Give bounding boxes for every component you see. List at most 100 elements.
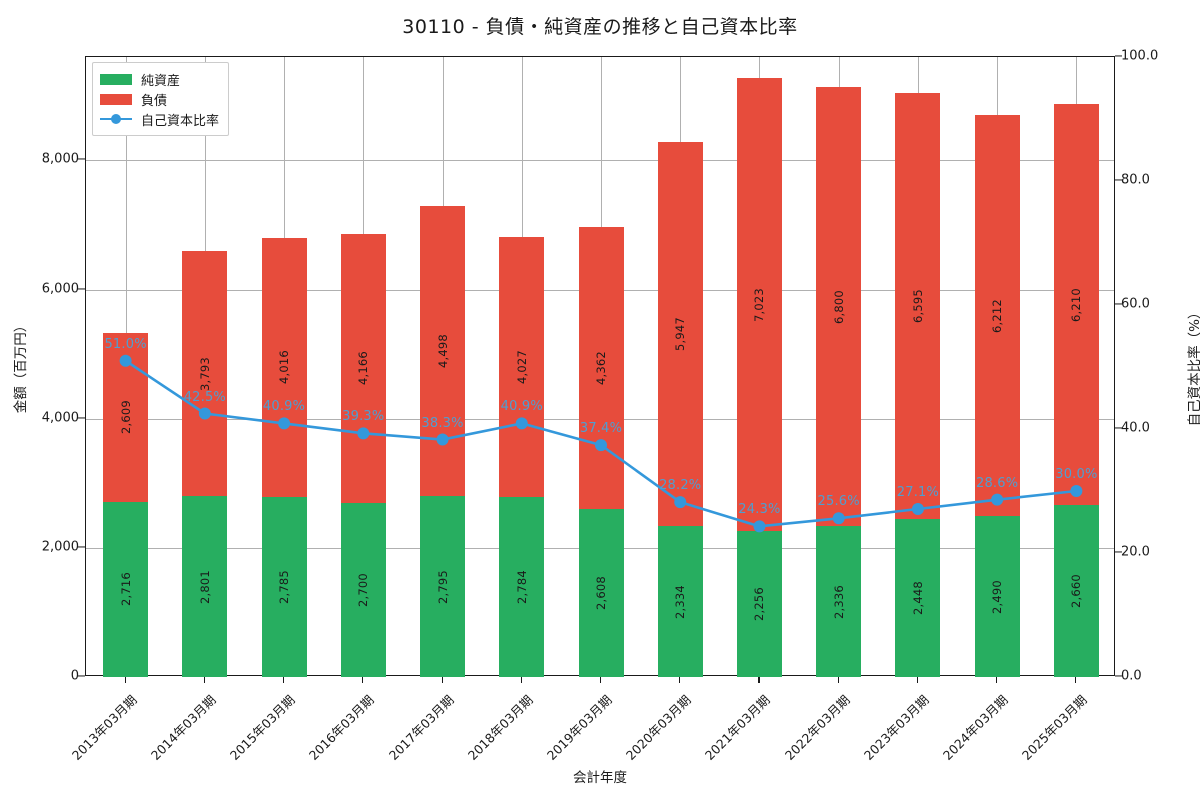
ratio-value-label: 37.4% — [579, 421, 623, 437]
y-axis-tick-right: 80.0 — [1121, 172, 1150, 188]
bar-segment-equity[interactable] — [816, 526, 862, 677]
legend-item[interactable]: 負債 — [100, 89, 219, 109]
bar-value-label-liabilities: 6,210 — [1069, 287, 1084, 322]
bar-value-label-equity: 2,256 — [752, 587, 767, 622]
x-axis-tick-label: 2019年03月期 — [543, 692, 615, 763]
bar-segment-equity[interactable] — [578, 508, 624, 677]
ratio-line-layer — [86, 57, 1114, 675]
ratio-data-point[interactable] — [515, 417, 528, 430]
legend-item[interactable]: 自己資本比率 — [100, 109, 219, 129]
bar-value-label-liabilities: 4,027 — [514, 350, 529, 385]
gridline-vertical — [204, 57, 206, 675]
bar-segment-equity[interactable] — [103, 501, 149, 677]
gridline-horizontal — [86, 289, 1114, 291]
y-axis-tick-mark-right — [1115, 55, 1122, 57]
y-axis-tick-left: 4,000 — [41, 410, 79, 426]
gridline-vertical — [442, 57, 444, 675]
x-axis-tick-mark — [758, 676, 760, 683]
x-axis-tick-label: 2017年03月期 — [385, 692, 457, 763]
ratio-value-label: 38.3% — [421, 415, 464, 431]
y-axis-tick-left: 2,000 — [41, 539, 79, 555]
bar-segment-liabilities[interactable] — [103, 333, 149, 502]
bar-value-label-equity: 2,784 — [514, 570, 529, 605]
bar-segment-equity[interactable] — [182, 496, 228, 677]
ratio-value-label: 40.9% — [262, 399, 306, 415]
bar-segment-equity[interactable] — [499, 497, 545, 677]
bar-segment-liabilities[interactable] — [816, 86, 862, 527]
bar-value-label-equity: 2,448 — [910, 580, 925, 615]
ratio-data-point[interactable] — [278, 417, 291, 430]
ratio-value-label: 51.0% — [104, 336, 147, 352]
y-axis-tick-mark-left — [78, 287, 85, 290]
y-axis-tick-mark-left — [78, 546, 85, 548]
bar-segment-liabilities[interactable] — [1053, 104, 1099, 506]
ratio-data-point[interactable] — [357, 427, 370, 440]
bar-segment-equity[interactable] — [895, 518, 941, 677]
data-labels-layer: 2,716 2,609 2,801 3,793 2,785 4,016 2,700 4,166… — [86, 57, 1114, 675]
ratio-line-path — [124, 359, 1077, 528]
ratio-data-point[interactable] — [674, 496, 687, 509]
gridline-vertical — [284, 57, 286, 675]
y-axis-tick-left: 6,000 — [41, 281, 79, 296]
x-axis-tick-mark — [441, 676, 443, 683]
x-axis-tick-mark — [362, 676, 364, 683]
bar-segment-equity[interactable] — [974, 516, 1020, 677]
x-axis-tick-label: 2025年03月期 — [1019, 692, 1091, 763]
gridline-vertical — [759, 57, 761, 675]
gridline-horizontal — [86, 418, 1114, 420]
y-axis-tick-mark-left — [78, 417, 85, 419]
y-axis-tick-right: 20.0 — [1121, 544, 1150, 560]
bar-segment-equity[interactable] — [736, 531, 782, 677]
legend-item[interactable]: 純資産 — [100, 69, 219, 89]
ratio-data-point[interactable] — [753, 520, 766, 533]
y-axis-tick-right: 60.0 — [1121, 296, 1150, 312]
ratio-data-point[interactable] — [198, 407, 211, 420]
bar-segment-liabilities[interactable] — [736, 77, 782, 532]
x-axis-tick-label: 2016年03月期 — [306, 692, 378, 763]
bar-value-label-equity: 2,490 — [990, 579, 1005, 614]
bar-value-label-liabilities: 4,016 — [277, 350, 292, 385]
bar-segment-liabilities[interactable] — [895, 92, 941, 519]
y-axis-label-right: 自己資本比率（%） — [1187, 305, 1200, 427]
x-axis-tick-mark — [124, 676, 126, 683]
bar-segment-liabilities[interactable] — [420, 205, 466, 497]
ratio-data-point[interactable] — [119, 354, 132, 367]
x-axis-tick-mark — [996, 676, 998, 683]
x-axis-tick-label: 2015年03月期 — [226, 692, 298, 763]
ratio-data-point[interactable] — [991, 493, 1004, 506]
bar-segment-equity[interactable] — [657, 526, 703, 677]
bar-segment-liabilities[interactable] — [499, 237, 545, 498]
ratio-value-label: 40.9% — [500, 399, 543, 415]
bar-value-label-equity: 2,785 — [277, 570, 292, 605]
bar-segment-equity[interactable] — [261, 497, 307, 677]
bar-segment-liabilities[interactable] — [974, 114, 1020, 517]
bar-segment-liabilities[interactable] — [261, 237, 307, 498]
bar-segment-liabilities[interactable] — [657, 142, 703, 527]
bar-segment-equity[interactable] — [1053, 505, 1099, 677]
bar-value-label-equity: 2,716 — [118, 572, 133, 607]
bar-value-label-liabilities: 4,362 — [594, 350, 608, 385]
ratio-data-point[interactable] — [832, 512, 845, 525]
bar-segment-liabilities[interactable] — [182, 251, 228, 497]
legend-swatch-icon — [100, 73, 132, 85]
bar-value-label-liabilities: 6,212 — [990, 298, 1005, 333]
gridline-vertical — [125, 57, 127, 675]
gridline-vertical — [680, 57, 682, 675]
bar-segment-liabilities[interactable] — [578, 226, 624, 509]
y-axis-tick-mark-right — [1115, 427, 1122, 429]
bar-segment-equity[interactable] — [340, 502, 386, 677]
y-axis-label-left: 金額（百万円） — [13, 318, 29, 414]
gridline-vertical — [1076, 57, 1078, 675]
ratio-data-point[interactable] — [1070, 485, 1083, 497]
ratio-data-point[interactable] — [436, 433, 449, 446]
x-axis-tick-label: 2020年03月期 — [623, 692, 694, 763]
x-axis-tick-mark — [283, 676, 285, 683]
bar-segment-equity[interactable] — [420, 496, 466, 677]
ratio-data-point[interactable] — [911, 502, 924, 515]
bar-segment-liabilities[interactable] — [340, 233, 386, 503]
x-axis-tick-label: 2021年03月期 — [702, 692, 774, 763]
legend-item-label: 自己資本比率 — [141, 113, 220, 129]
ratio-data-point[interactable] — [595, 439, 607, 452]
gridline-vertical — [521, 57, 523, 675]
